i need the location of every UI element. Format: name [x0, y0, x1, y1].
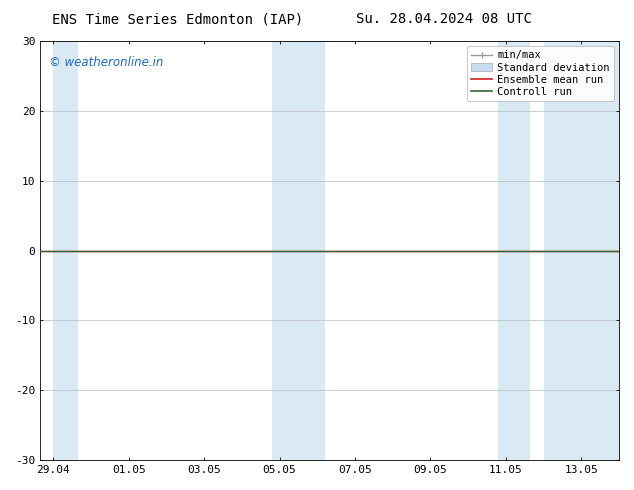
- Bar: [543, 41, 619, 460]
- Legend: min/max, Standard deviation, Ensemble mean run, Controll run: min/max, Standard deviation, Ensemble me…: [467, 46, 614, 101]
- Text: ENS Time Series Edmonton (IAP): ENS Time Series Edmonton (IAP): [52, 12, 303, 26]
- Bar: [498, 41, 531, 460]
- Bar: [53, 41, 78, 460]
- Bar: [272, 41, 325, 460]
- Text: Su. 28.04.2024 08 UTC: Su. 28.04.2024 08 UTC: [356, 12, 532, 26]
- Text: © weatheronline.in: © weatheronline.in: [49, 56, 163, 69]
